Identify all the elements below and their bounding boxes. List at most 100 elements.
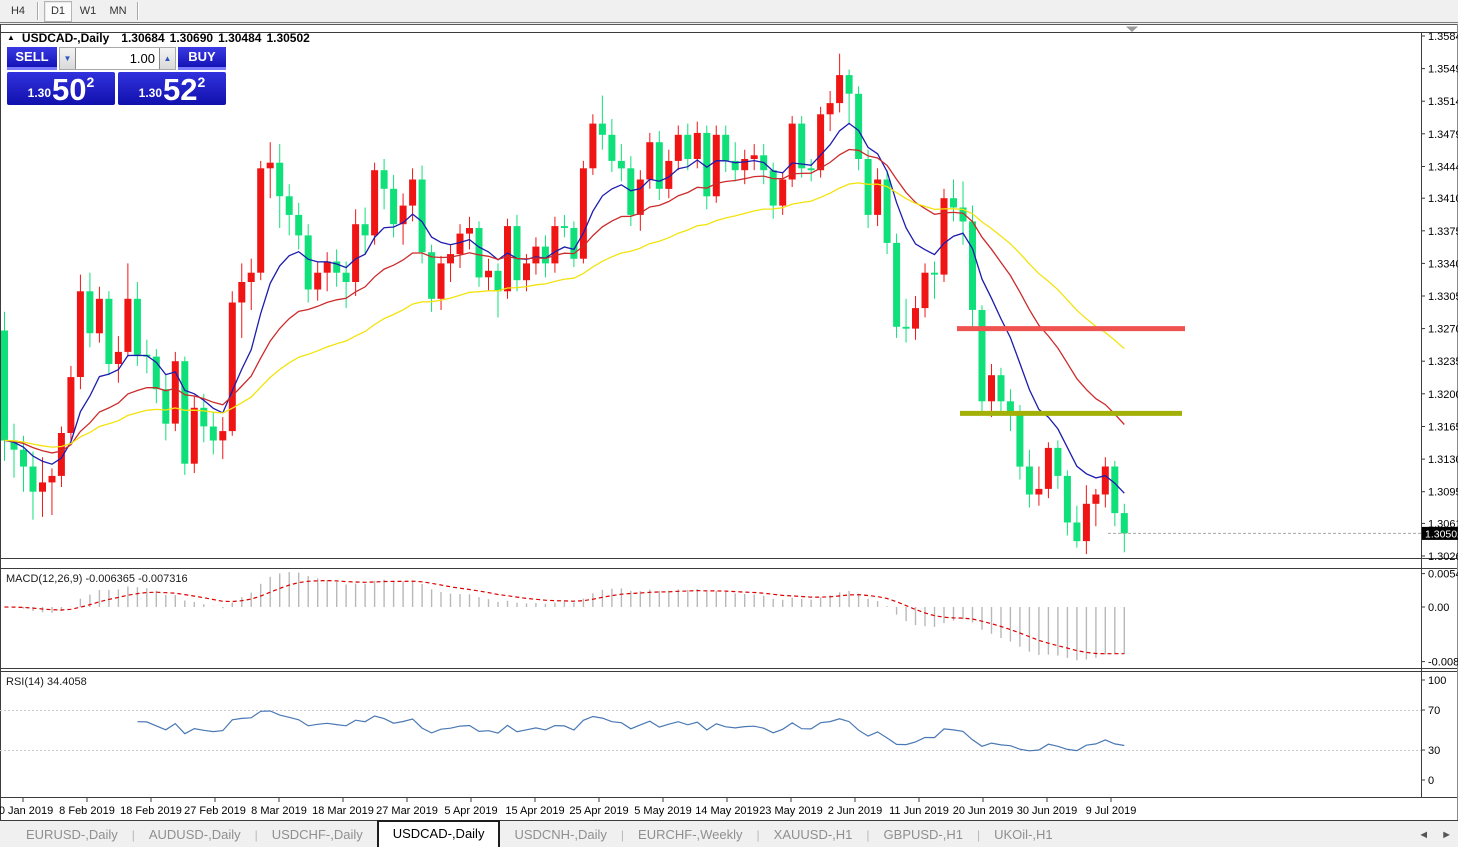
tab-scroll-controls: ◄ ► (1418, 829, 1452, 841)
collapse-icon[interactable]: ▲ (7, 32, 15, 42)
tab-usdcad-daily[interactable]: USDCAD-,Daily (376, 820, 501, 847)
buy-price-pip: 2 (197, 74, 206, 90)
date-axis-label: 25 Apr 2019 (569, 805, 628, 817)
date-axis-label: 30 Jan 2019 (0, 805, 53, 817)
buy-price-main: 52 (163, 72, 198, 107)
timeframe-button-w1[interactable]: W1 (79, 4, 97, 17)
ma-22-line (4, 148, 1125, 454)
tab-separator: | (977, 828, 981, 842)
chart-symbol-label: USDCAD-,Daily (21, 31, 110, 45)
timeframe-button-h4[interactable]: H4 (10, 4, 26, 17)
tab-audusd-daily[interactable]: AUDUSD-,Daily (148, 827, 241, 842)
tab-eurusd-daily[interactable]: EURUSD-,Daily (26, 827, 118, 842)
macd-signal-line (4, 579, 1125, 655)
tab-scroll-left-icon[interactable]: ◄ (1418, 829, 1430, 841)
timeframe-button-mn[interactable]: MN (109, 4, 127, 17)
timeframe-toolbar: H4 D1 W1 MN (0, 0, 1458, 23)
price-axis-label: 1.32000 (1428, 389, 1458, 401)
sell-price-tile[interactable]: 1.30 50 2 (7, 72, 115, 105)
tab-scroll-right-icon[interactable]: ► (1441, 829, 1452, 841)
symbol-tab-bar: EURUSD-,Daily | AUDUSD-,Daily | USDCHF-,Dail… (0, 820, 1458, 847)
chart-header: ▲ USDCAD-,Daily 1.30684 1.30690 1.30484 1.3… (7, 31, 310, 45)
ohlc-value: 1.30502 (266, 31, 310, 45)
rsi-axis-label: 0 (1428, 775, 1434, 787)
tab-eurchf-weekly[interactable]: EURCHF-,Weekly (638, 827, 743, 842)
date-axis-label: 15 Apr 2019 (505, 805, 564, 817)
rsi-line (137, 710, 1125, 752)
price-axis-label: 1.35490 (1428, 64, 1458, 76)
tab-usdcnh-daily[interactable]: USDCNH-,Daily (514, 827, 607, 842)
price-axis-label: 1.33050 (1428, 291, 1458, 303)
volume-decrease-button[interactable]: ▼ (60, 48, 75, 69)
price-axis-label: 1.30260 (1428, 551, 1458, 563)
date-axis-label: 30 Jun 2019 (1017, 805, 1078, 817)
price-chart[interactable]: 1.305021.358401.354901.351401.347901.344… (0, 24, 1458, 820)
tab-ukoil-h1[interactable]: UKOil-,H1 (994, 827, 1053, 842)
price-axis-label: 1.33400 (1428, 258, 1458, 270)
date-axis-label: 18 Mar 2019 (312, 805, 374, 817)
sell-price-main: 50 (52, 72, 87, 107)
price-axis-label: 1.32350 (1428, 356, 1458, 368)
rsi-axis-label: 100 (1428, 675, 1446, 687)
chart-area[interactable]: 1.305021.358401.354901.351401.347901.344… (0, 24, 1458, 820)
tab-usdchf-daily[interactable]: USDCHF-,Daily (271, 827, 363, 842)
rsi-axis-label: 70 (1428, 705, 1440, 717)
ma-45-line (4, 182, 1125, 448)
tab-separator: | (131, 828, 135, 842)
date-axis-label: 11 Jun 2019 (889, 805, 949, 817)
date-axis-label: 27 Feb 2019 (184, 805, 246, 817)
buy-button[interactable]: BUY (178, 47, 226, 70)
price-axis-label: 1.30610 (1428, 518, 1458, 530)
price-axis-label: 1.35140 (1428, 96, 1458, 108)
date-axis-label: 8 Feb 2019 (59, 805, 115, 817)
macd-axis-label: 0.00 (1428, 602, 1449, 614)
buy-price-prefix: 1.30 (138, 86, 163, 100)
tab-xauusd-h1[interactable]: XAUUSD-,H1 (773, 827, 853, 842)
rsi-axis-label: 30 (1428, 745, 1440, 757)
volume-stepper: ▼ ▲ (59, 47, 176, 70)
price-axis-label: 1.35840 (1428, 31, 1458, 43)
date-axis-label: 8 Mar 2019 (251, 805, 307, 817)
tab-separator: | (756, 828, 760, 842)
price-axis-label: 1.34100 (1428, 193, 1458, 205)
toolbar-separator (37, 2, 39, 20)
macd-label: MACD(12,26,9) -0.006365 -0.007316 (6, 573, 188, 585)
date-axis-label: 18 Feb 2019 (120, 805, 182, 817)
date-axis-label: 23 May 2019 (759, 805, 823, 817)
chart-ohlc-values: 1.30684 1.30690 1.30484 1.30502 (116, 31, 310, 45)
macd-axis-label: 0.005484 (1428, 569, 1458, 581)
price-axis-label: 1.31650 (1428, 421, 1458, 433)
price-axis-label: 1.32700 (1428, 324, 1458, 336)
volume-increase-button[interactable]: ▲ (160, 48, 175, 69)
price-axis-label: 1.30950 (1428, 487, 1458, 499)
date-axis-label: 5 Apr 2019 (444, 805, 497, 817)
date-axis-label: 2 Jun 2019 (828, 805, 882, 817)
ohlc-value: 1.30690 (169, 31, 214, 45)
chart-shift-marker-icon[interactable] (1126, 26, 1138, 33)
ma-9-line (4, 122, 1125, 494)
timeframe-button-d1[interactable]: D1 (44, 0, 72, 22)
price-axis-label: 1.34440 (1428, 161, 1458, 173)
price-axis-label: 1.34790 (1428, 129, 1458, 141)
rsi-label: RSI(14) 34.4058 (6, 676, 87, 688)
sell-button[interactable]: SELL (7, 47, 57, 70)
macd-axis-label: -0.00897 (1428, 657, 1458, 669)
volume-input[interactable] (75, 48, 160, 69)
current-price-badge (1422, 526, 1458, 540)
ohlc-value: 1.30484 (218, 31, 262, 45)
tab-separator: | (254, 828, 258, 842)
price-axis-label: 1.33750 (1428, 226, 1458, 238)
current-price-label: 1.30502 (1425, 528, 1458, 540)
ohlc-value: 1.30684 (121, 31, 165, 45)
tab-separator: | (620, 828, 625, 842)
date-axis-label: 14 May 2019 (695, 805, 759, 817)
sell-price-prefix: 1.30 (27, 86, 52, 100)
date-axis-label: 5 May 2019 (634, 805, 691, 817)
date-axis-label: 20 Jun 2019 (953, 805, 1014, 817)
buy-price-tile[interactable]: 1.30 52 2 (118, 72, 226, 105)
price-axis-label: 1.31300 (1428, 454, 1458, 466)
toolbar-separator (137, 2, 139, 20)
date-axis-label: 9 Jul 2019 (1086, 805, 1137, 817)
tab-gbpusd-h1[interactable]: GBPUSD-,H1 (883, 827, 963, 842)
